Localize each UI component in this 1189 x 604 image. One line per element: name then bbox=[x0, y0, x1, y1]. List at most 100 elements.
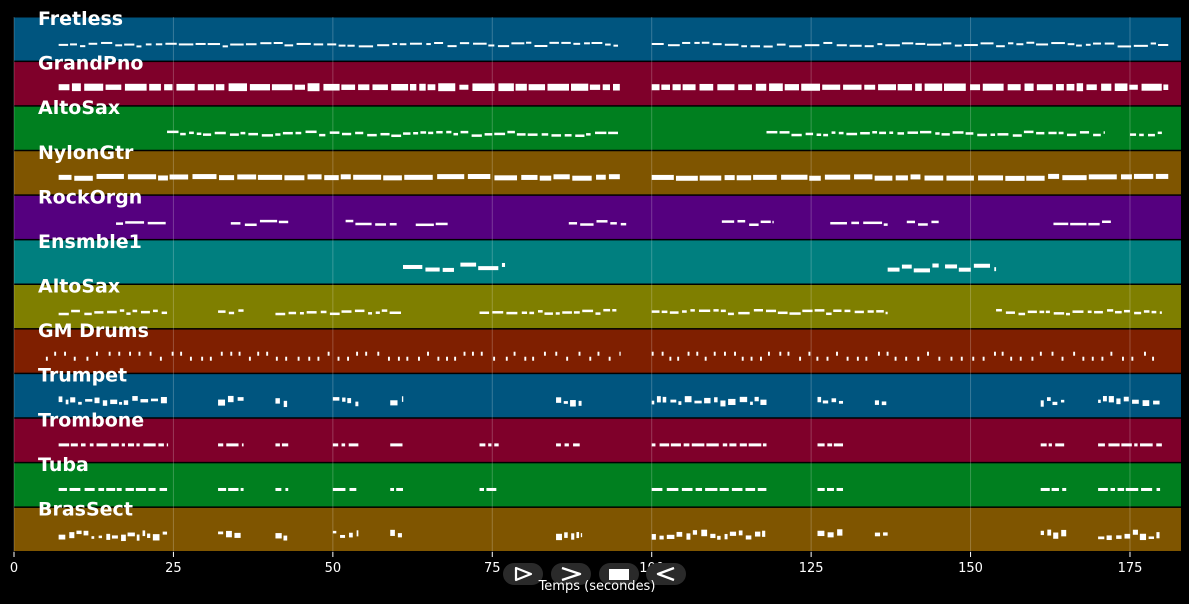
note bbox=[467, 174, 491, 180]
note bbox=[115, 44, 123, 47]
note bbox=[661, 351, 664, 356]
note bbox=[1124, 309, 1130, 313]
note bbox=[391, 83, 409, 91]
track-band bbox=[14, 329, 1181, 373]
note bbox=[345, 219, 354, 223]
note bbox=[678, 401, 682, 405]
note bbox=[506, 311, 518, 315]
note bbox=[917, 356, 920, 361]
note bbox=[556, 533, 562, 541]
note bbox=[753, 308, 763, 312]
note bbox=[248, 356, 251, 361]
note bbox=[526, 41, 532, 44]
note bbox=[603, 308, 611, 312]
note bbox=[816, 356, 819, 361]
note bbox=[515, 83, 527, 91]
stop-button[interactable] bbox=[599, 563, 639, 585]
note bbox=[591, 41, 603, 44]
note bbox=[218, 531, 224, 535]
note bbox=[124, 43, 135, 46]
note bbox=[1036, 131, 1045, 135]
note bbox=[178, 43, 194, 46]
note bbox=[147, 533, 151, 538]
note bbox=[159, 356, 162, 361]
note bbox=[238, 309, 244, 312]
note bbox=[696, 351, 699, 356]
note bbox=[244, 223, 257, 227]
note bbox=[1040, 400, 1044, 407]
note bbox=[209, 356, 212, 361]
note bbox=[1053, 222, 1069, 226]
note bbox=[943, 83, 966, 91]
note bbox=[486, 487, 497, 491]
note bbox=[539, 175, 552, 181]
note bbox=[578, 400, 582, 406]
note bbox=[341, 443, 346, 447]
note bbox=[781, 174, 808, 180]
note bbox=[1110, 351, 1113, 356]
note bbox=[1114, 310, 1122, 314]
note bbox=[305, 130, 317, 134]
note bbox=[473, 42, 487, 45]
track-band bbox=[14, 285, 1181, 329]
note bbox=[275, 133, 281, 136]
note bbox=[180, 351, 183, 356]
note bbox=[729, 443, 737, 447]
note bbox=[830, 221, 847, 225]
note bbox=[102, 400, 108, 406]
note bbox=[865, 356, 868, 361]
note bbox=[169, 174, 189, 180]
note bbox=[556, 443, 561, 447]
note bbox=[996, 45, 1005, 48]
note bbox=[521, 311, 528, 314]
note bbox=[817, 530, 825, 537]
note bbox=[765, 309, 777, 313]
note bbox=[779, 131, 790, 134]
note bbox=[119, 309, 125, 312]
note bbox=[380, 132, 390, 136]
note bbox=[348, 443, 359, 447]
note bbox=[278, 220, 289, 224]
note bbox=[420, 131, 427, 134]
note bbox=[610, 222, 617, 225]
note bbox=[118, 351, 121, 356]
note bbox=[460, 130, 469, 134]
note bbox=[283, 400, 288, 408]
forward-button[interactable] bbox=[551, 563, 591, 585]
note bbox=[140, 399, 149, 403]
play-button[interactable] bbox=[503, 563, 543, 585]
back-button[interactable] bbox=[646, 563, 686, 585]
note bbox=[677, 356, 680, 361]
note bbox=[1143, 310, 1150, 313]
note bbox=[720, 400, 726, 407]
note bbox=[734, 351, 736, 356]
note bbox=[675, 175, 698, 181]
note bbox=[906, 220, 915, 224]
note bbox=[192, 174, 217, 180]
note bbox=[58, 534, 66, 540]
note bbox=[534, 45, 548, 48]
note bbox=[701, 529, 708, 537]
note bbox=[767, 351, 770, 356]
note bbox=[161, 311, 168, 315]
note bbox=[877, 43, 883, 46]
note bbox=[772, 220, 774, 224]
note bbox=[524, 356, 527, 361]
note bbox=[541, 133, 549, 136]
note bbox=[245, 43, 257, 46]
note bbox=[876, 310, 884, 313]
note bbox=[1036, 43, 1049, 46]
note bbox=[1046, 397, 1051, 401]
note bbox=[446, 356, 448, 361]
note bbox=[459, 84, 469, 90]
note bbox=[135, 487, 146, 491]
note bbox=[669, 311, 679, 314]
note bbox=[284, 175, 305, 181]
note bbox=[58, 174, 72, 180]
note bbox=[571, 83, 589, 91]
note bbox=[341, 132, 352, 136]
note bbox=[905, 356, 908, 361]
note bbox=[608, 356, 611, 361]
note bbox=[327, 351, 330, 356]
note bbox=[776, 43, 786, 46]
